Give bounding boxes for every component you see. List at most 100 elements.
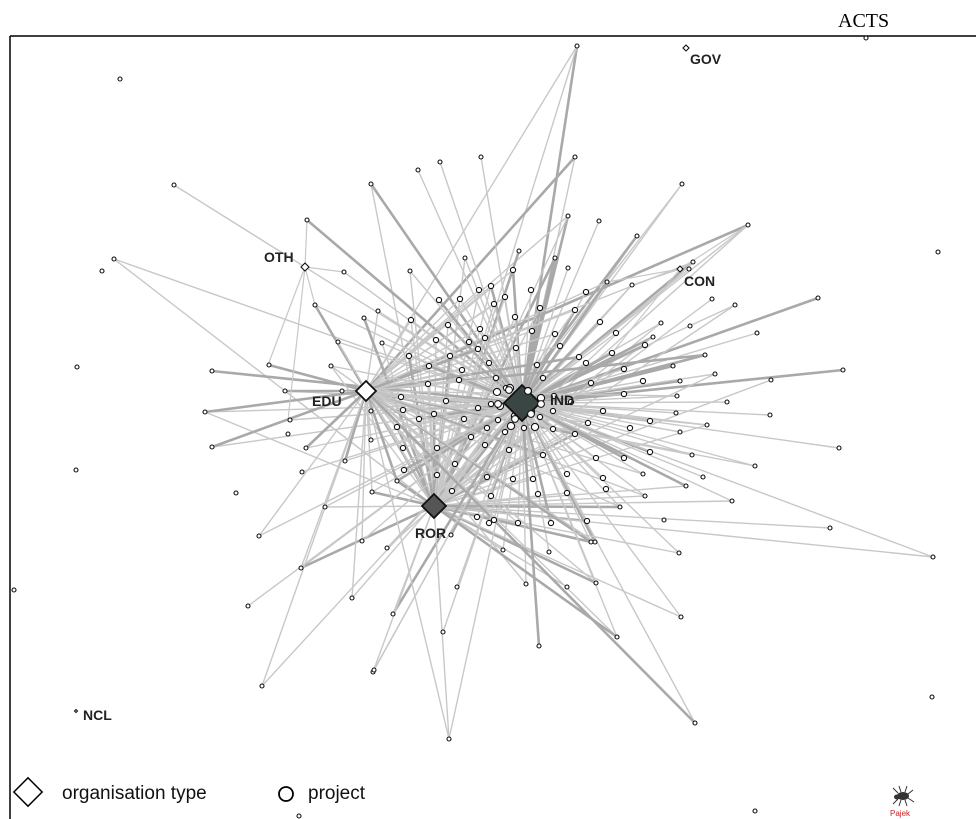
legend-project-label: project (308, 783, 366, 804)
project-node (359, 538, 365, 544)
project-node (446, 352, 454, 360)
figure-title: ACTS (838, 10, 890, 32)
project-node (379, 340, 385, 346)
project-node (501, 428, 509, 436)
project-node (563, 489, 571, 497)
project-node (583, 517, 591, 525)
project-node (442, 397, 450, 405)
project-node (592, 539, 598, 545)
edge (364, 390, 399, 482)
edge (521, 402, 840, 449)
project-node (646, 448, 654, 456)
project-node (523, 581, 529, 587)
project-node (390, 611, 396, 617)
edge (204, 411, 435, 507)
project-node (266, 362, 272, 368)
project-node (639, 377, 647, 385)
edge (337, 341, 435, 507)
project-node (458, 366, 466, 374)
project-node (481, 441, 489, 449)
edge (521, 402, 696, 724)
project-node (614, 634, 620, 640)
project-node (298, 565, 304, 571)
project-node (686, 266, 692, 272)
project-node (487, 492, 495, 500)
project-node (490, 300, 498, 308)
project-node (425, 362, 433, 370)
project-node (432, 336, 440, 344)
project-node (571, 306, 579, 314)
project-node (368, 408, 374, 414)
project-node (599, 474, 607, 482)
project-node (574, 43, 580, 49)
hub-label-ind: IND (550, 392, 574, 408)
edge (521, 402, 682, 618)
edge (520, 309, 577, 404)
project-node (259, 683, 265, 689)
edge (521, 402, 618, 638)
project-node (296, 813, 302, 819)
project-node (494, 400, 502, 408)
project-node (565, 213, 571, 219)
edge (204, 402, 523, 413)
edge (517, 402, 523, 524)
project-node (433, 444, 441, 452)
hub-label-layer: IND EDU ROR OTH CON GOV NCL (83, 51, 722, 723)
edge (433, 505, 682, 618)
project-node (415, 415, 423, 423)
edge (488, 402, 523, 524)
edge (611, 268, 681, 354)
hub-node-ncl (73, 708, 79, 714)
edge (365, 390, 597, 584)
project-node (661, 517, 667, 523)
legend-diamond-icon (12, 776, 44, 808)
project-node (342, 458, 348, 464)
edge (521, 402, 681, 433)
project-node (683, 483, 689, 489)
project-node (475, 286, 483, 294)
project-node (567, 398, 575, 406)
project-node (424, 380, 432, 388)
project-node (462, 255, 468, 261)
pajek-watermark: Pajek (890, 785, 915, 818)
project-node (487, 282, 495, 290)
project-node (400, 466, 408, 474)
project-node (11, 587, 17, 593)
edge (631, 268, 681, 286)
project-node (646, 417, 654, 425)
edge (439, 161, 523, 404)
hub-label-ncl: NCL (83, 707, 112, 723)
project-node (397, 393, 405, 401)
edge (365, 45, 578, 392)
project-node (527, 410, 535, 418)
project-node (536, 413, 544, 421)
project-node (433, 471, 441, 479)
project-node (575, 353, 583, 361)
project-node (617, 504, 623, 510)
project-node (430, 410, 438, 418)
project-node (602, 485, 610, 493)
project-node (608, 349, 616, 357)
project-node (550, 392, 558, 400)
edge (304, 266, 316, 306)
project-node (754, 330, 760, 336)
project-node (587, 379, 595, 387)
project-node (74, 364, 80, 370)
project-node (456, 295, 464, 303)
project-node (596, 218, 602, 224)
project-node (677, 429, 683, 435)
edge (267, 266, 306, 366)
project-node (674, 393, 680, 399)
edge (365, 390, 596, 543)
edge (396, 401, 523, 483)
project-node (629, 282, 635, 288)
edge (433, 505, 680, 554)
edge (365, 156, 576, 392)
project-node (111, 256, 117, 262)
project-node (322, 504, 328, 510)
project-node (712, 371, 718, 377)
edge (442, 402, 523, 633)
project-node (451, 460, 459, 468)
edge (417, 169, 523, 404)
project-node (467, 433, 475, 441)
